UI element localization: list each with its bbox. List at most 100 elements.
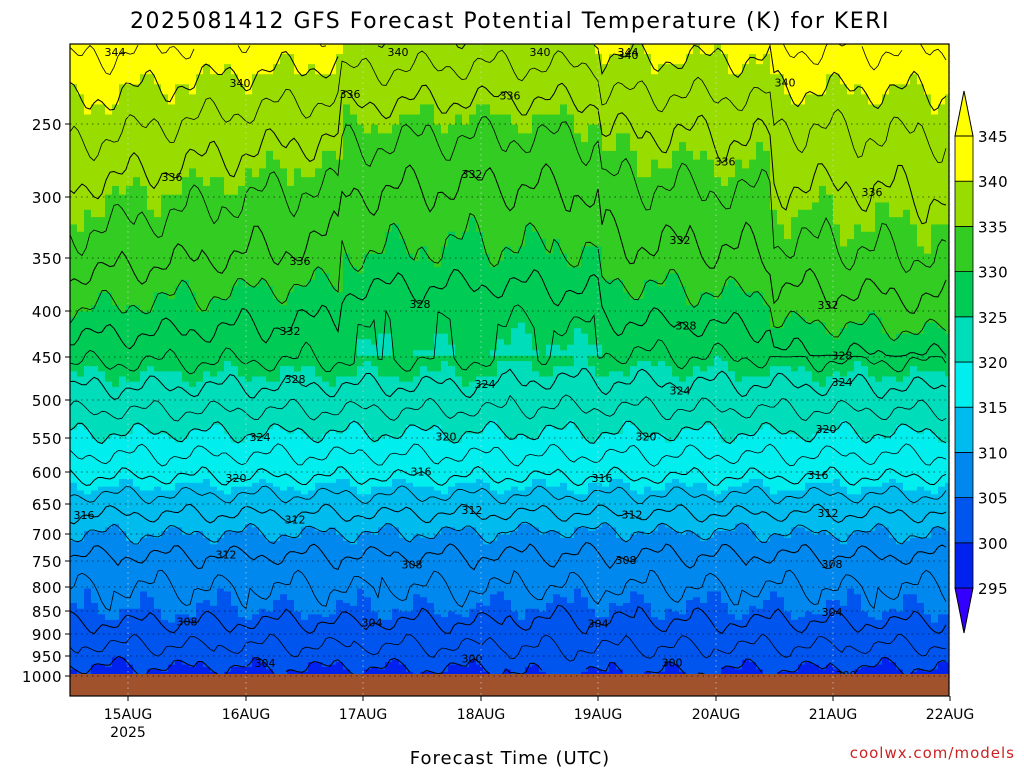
field-cell (84, 185, 92, 194)
field-cell (98, 322, 106, 328)
field-cell (147, 104, 155, 115)
field-cell (84, 339, 92, 345)
field-cell (133, 366, 141, 372)
field-cell (112, 501, 120, 505)
field-cell (77, 386, 85, 392)
field-cell (154, 415, 162, 420)
field-cell (77, 442, 85, 447)
field-cell (105, 376, 113, 382)
field-cell (77, 429, 85, 434)
field-cell (154, 40, 162, 41)
field-cell (105, 305, 113, 312)
field-cell (133, 411, 141, 416)
field-cell (105, 516, 113, 520)
field-cell (77, 360, 85, 366)
field-cell (168, 40, 176, 44)
field-cell (140, 391, 148, 397)
field-cell (161, 371, 169, 377)
field-cell (168, 397, 176, 403)
field-cell (126, 311, 134, 317)
field-cell (140, 429, 148, 434)
field-cell (119, 402, 127, 407)
field-cell (77, 286, 85, 293)
field-cell (147, 311, 155, 317)
field-cell (133, 40, 141, 44)
field-cell (112, 142, 120, 151)
field-cell (154, 360, 162, 366)
field-cell (84, 40, 92, 41)
field-cell (126, 292, 134, 299)
field-cell (119, 114, 127, 125)
field-cell (70, 94, 78, 105)
field-cell (147, 498, 155, 502)
field-cell (161, 442, 169, 447)
field-cell (154, 298, 162, 305)
field-cell (140, 209, 148, 217)
field-cell (168, 231, 176, 239)
field-cell (91, 415, 99, 420)
field-cell (98, 366, 106, 372)
field-cell (119, 279, 127, 286)
field-cell (119, 429, 127, 434)
field-cell (98, 311, 106, 317)
field-cell (84, 486, 92, 490)
field-cell (105, 286, 113, 293)
field-cell (133, 311, 141, 317)
field-cell (98, 238, 106, 246)
field-cell (112, 486, 120, 490)
field-cell (154, 286, 162, 293)
field-cell (133, 168, 141, 177)
field-cell (112, 371, 120, 377)
field-cell (140, 40, 148, 41)
field-cell (133, 124, 141, 133)
field-cell (133, 376, 141, 382)
field-cell (147, 462, 155, 467)
field-cell (126, 498, 134, 502)
field-cell (126, 501, 134, 505)
field-cell (70, 104, 78, 115)
field-cell (161, 311, 169, 317)
field-cell (91, 397, 99, 403)
field-cell (161, 238, 169, 246)
field-cell (77, 411, 85, 416)
field-cell (112, 355, 120, 361)
field-cell (161, 279, 169, 286)
field-cell (77, 273, 85, 280)
field-cell (154, 350, 162, 356)
field-cell (161, 505, 169, 509)
field-cell (84, 475, 92, 479)
field-cell (126, 376, 134, 382)
field-cell (133, 194, 141, 202)
field-cell (105, 150, 113, 159)
field-cell (154, 273, 162, 280)
field-cell (126, 482, 134, 486)
field-cell (133, 328, 141, 334)
field-cell (161, 202, 169, 210)
field-cell (133, 424, 141, 429)
field-cell (77, 104, 85, 115)
field-cell (147, 527, 155, 531)
field-cell (77, 202, 85, 210)
field-cell (154, 133, 162, 142)
field-cell (161, 523, 169, 527)
field-cell (168, 527, 176, 531)
field-cell (98, 386, 106, 392)
field-cell (77, 209, 85, 217)
field-cell (98, 317, 106, 323)
field-cell (105, 40, 113, 44)
field-cell (91, 317, 99, 323)
field-cell (70, 292, 78, 299)
field-cell (112, 458, 120, 463)
field-cell (84, 209, 92, 217)
field-cell (77, 406, 85, 411)
field-cell (84, 133, 92, 142)
field-cell (98, 371, 106, 377)
field-cell (133, 40, 141, 41)
field-cell (119, 520, 127, 524)
field-cell (77, 40, 85, 41)
field-cell (91, 238, 99, 246)
field-cell (70, 366, 78, 372)
field-cell (126, 478, 134, 482)
field-cell (154, 530, 162, 534)
field-cell (119, 438, 127, 443)
